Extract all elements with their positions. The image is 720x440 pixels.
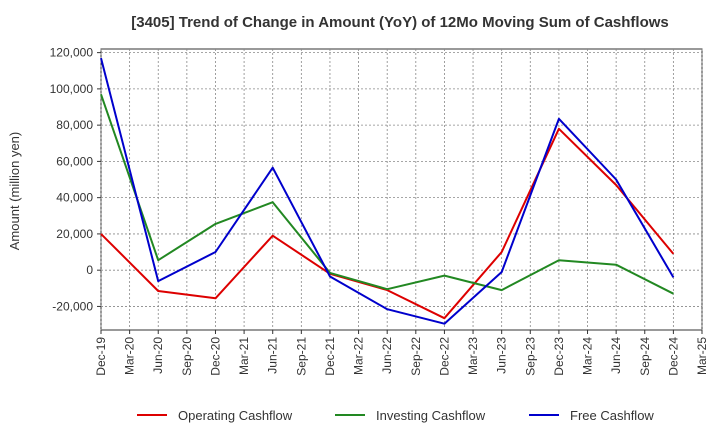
x-tick-label: Dec-20 [208,337,222,376]
x-tick-label: Jun-22 [380,337,394,374]
x-tick-label: Mar-24 [581,337,595,375]
y-tick-label: 20,000 [56,227,93,241]
x-tick-label: Jun-23 [495,337,509,374]
legend: Operating Cashflow Investing Cashflow Free… [137,408,654,423]
x-tick-label: Dec-22 [437,337,451,376]
x-tick-label: Jun-20 [151,337,165,374]
y-tick-label: 120,000 [50,46,94,60]
y-axis-ticks: -20,000 0 20,000 40,000 60,000 80,000 100,000 1… [50,46,101,313]
x-tick-label: Mar-22 [352,337,366,375]
y-tick-label: 60,000 [56,154,93,168]
x-tick-label: Jun-21 [266,337,280,374]
y-axis-label: Amount (million yen) [7,132,22,251]
legend-label: Investing Cashflow [376,408,486,423]
legend-label: Operating Cashflow [178,408,293,423]
plot-frame [100,48,703,331]
y-tick-label: 80,000 [56,118,93,132]
plot-area [100,48,703,331]
series-line-investing-cashflow [100,93,674,295]
x-tick-label: Mar-25 [695,337,709,375]
chart-title: [3405] Trend of Change in Amount (YoY) o… [131,14,669,31]
y-tick-label: 40,000 [56,191,93,205]
x-tick-label: Sep-24 [638,337,652,376]
x-tick-label: Dec-19 [94,337,108,376]
y-tick-label: -20,000 [52,299,93,313]
grid-lines [100,49,703,330]
x-tick-label: Sep-22 [409,337,423,376]
x-tick-label: Jun-24 [609,337,623,374]
x-tick-label: Dec-24 [666,337,680,376]
x-tick-label: Mar-23 [466,337,480,375]
x-axis-ticks: Dec-19 Mar-20 Jun-20 Sep-20 Dec-20 Mar-21 Jun-… [94,330,709,376]
x-tick-label: Mar-20 [123,337,137,375]
legend-label: Free Cashflow [570,408,654,423]
series-line-free-cashflow [100,57,675,325]
x-tick-label: Dec-21 [323,337,337,376]
y-tick-label: 100,000 [50,82,94,96]
series-lines [100,57,675,325]
x-tick-label: Dec-23 [552,337,566,376]
x-tick-label: Sep-23 [523,337,537,376]
x-tick-label: Sep-21 [294,337,308,376]
x-tick-label: Sep-20 [180,337,194,376]
x-tick-label: Mar-21 [237,337,251,375]
y-tick-label: 0 [86,263,93,277]
